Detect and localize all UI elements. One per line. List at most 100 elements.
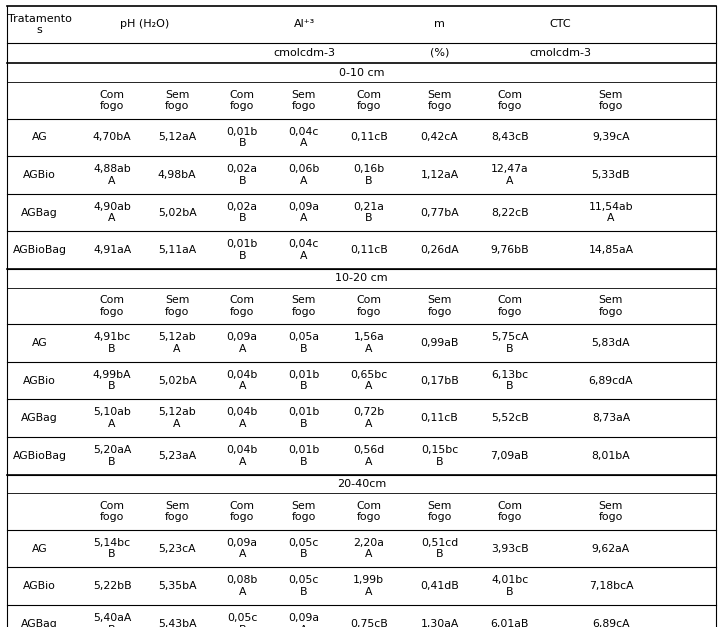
- Text: 5,12aA: 5,12aA: [158, 132, 196, 142]
- Text: 0,04b
A: 0,04b A: [226, 445, 258, 466]
- Text: AGBag: AGBag: [22, 208, 58, 218]
- Text: 6,89cdA: 6,89cdA: [589, 376, 633, 386]
- Text: 0,01b
B: 0,01b B: [226, 127, 258, 148]
- Text: Com
fogo: Com fogo: [356, 295, 381, 317]
- Text: 5,22bB: 5,22bB: [93, 581, 132, 591]
- Text: 4,70bA: 4,70bA: [93, 132, 132, 142]
- Text: Com
fogo: Com fogo: [230, 501, 254, 522]
- Text: cmolᴄdm-3: cmolᴄdm-3: [274, 48, 336, 58]
- Text: 0,01b
B: 0,01b B: [288, 408, 320, 429]
- Text: 5,75cA
B: 5,75cA B: [491, 332, 529, 354]
- Text: Sem
fogo: Sem fogo: [165, 90, 189, 111]
- Text: 5,20aA
B: 5,20aA B: [93, 445, 132, 466]
- Text: 0,04c
A: 0,04c A: [288, 240, 319, 261]
- Text: AGBioBag: AGBioBag: [13, 451, 67, 461]
- Text: 5,83dA: 5,83dA: [591, 338, 630, 348]
- Text: AG: AG: [32, 338, 48, 348]
- Text: Sem
fogo: Sem fogo: [427, 90, 452, 111]
- Text: 5,02bA: 5,02bA: [158, 376, 197, 386]
- Text: 2,20a
A: 2,20a A: [354, 538, 384, 559]
- Text: 0,51cd
B: 0,51cd B: [421, 538, 458, 559]
- Text: 0,16b
B: 0,16b B: [353, 164, 385, 186]
- Text: CTC: CTC: [549, 19, 571, 29]
- Text: 5,43bA: 5,43bA: [158, 619, 197, 627]
- Text: 8,01bA: 8,01bA: [591, 451, 630, 461]
- Text: AGBag: AGBag: [22, 619, 58, 627]
- Text: Sem
fogo: Sem fogo: [165, 295, 189, 317]
- Text: 9,39cA: 9,39cA: [592, 132, 630, 142]
- Text: Al⁺³: Al⁺³: [294, 19, 315, 29]
- Text: 0,99aB: 0,99aB: [420, 338, 459, 348]
- Text: 0,04c
A: 0,04c A: [288, 127, 319, 148]
- Text: 8,43cB: 8,43cB: [491, 132, 529, 142]
- Text: m: m: [434, 19, 445, 29]
- Text: 5,14bc
B: 5,14bc B: [93, 538, 131, 559]
- Text: 0,65bc
A: 0,65bc A: [350, 370, 388, 391]
- Text: (%): (%): [430, 48, 449, 58]
- Text: Com
fogo: Com fogo: [356, 501, 381, 522]
- Text: 0,77bA: 0,77bA: [420, 208, 459, 218]
- Text: Sem
fogo: Sem fogo: [291, 295, 316, 317]
- Text: 5,52cB: 5,52cB: [491, 413, 529, 423]
- Text: AGBioBag: AGBioBag: [13, 245, 67, 255]
- Text: Sem
fogo: Sem fogo: [599, 295, 623, 317]
- Text: Sem
fogo: Sem fogo: [427, 501, 452, 522]
- Text: 0,42cA: 0,42cA: [421, 132, 458, 142]
- Text: Com
fogo: Com fogo: [100, 90, 124, 111]
- Text: Com
fogo: Com fogo: [356, 90, 381, 111]
- Text: 5,23cA: 5,23cA: [158, 544, 196, 554]
- Text: 20-40cm: 20-40cm: [337, 479, 386, 489]
- Text: 0,01b
B: 0,01b B: [288, 370, 320, 391]
- Text: 8,22cB: 8,22cB: [491, 208, 529, 218]
- Text: 0,75cB: 0,75cB: [350, 619, 388, 627]
- Text: 0,02a
B: 0,02a B: [227, 164, 257, 186]
- Text: 9,62aA: 9,62aA: [592, 544, 630, 554]
- Text: 1,99b
A: 1,99b A: [353, 576, 385, 597]
- Text: AGBio: AGBio: [23, 376, 56, 386]
- Text: AG: AG: [32, 544, 48, 554]
- Text: 4,98bA: 4,98bA: [158, 170, 197, 180]
- Text: cmolᴄdm-3: cmolᴄdm-3: [529, 48, 591, 58]
- Text: Sem
fogo: Sem fogo: [291, 90, 316, 111]
- Text: Com
fogo: Com fogo: [230, 90, 254, 111]
- Text: Com
fogo: Com fogo: [497, 501, 522, 522]
- Text: 0,04b
A: 0,04b A: [226, 408, 258, 429]
- Text: 0,21a
B: 0,21a B: [354, 202, 384, 223]
- Text: 0,26dA: 0,26dA: [420, 245, 459, 255]
- Text: 4,01bc
B: 4,01bc B: [491, 576, 529, 597]
- Text: 1,30aA: 1,30aA: [420, 619, 459, 627]
- Text: 3,93cB: 3,93cB: [491, 544, 529, 554]
- Text: 0,05a
B: 0,05a B: [288, 332, 319, 354]
- Text: 0,02a
B: 0,02a B: [227, 202, 257, 223]
- Text: 5,23aA: 5,23aA: [158, 451, 196, 461]
- Text: 0,05c
B: 0,05c B: [227, 613, 257, 627]
- Text: 5,40aA
B: 5,40aA B: [93, 613, 132, 627]
- Text: 1,12aA: 1,12aA: [421, 170, 458, 180]
- Text: 0,17bB: 0,17bB: [420, 376, 459, 386]
- Text: 8,73aA: 8,73aA: [592, 413, 630, 423]
- Text: 6,89cA: 6,89cA: [592, 619, 630, 627]
- Text: 0-10 cm: 0-10 cm: [339, 68, 384, 78]
- Text: 0,06b
A: 0,06b A: [288, 164, 320, 186]
- Text: 0,09a
A: 0,09a A: [288, 613, 319, 627]
- Text: 1,56a
A: 1,56a A: [354, 332, 384, 354]
- Text: 0,72b
A: 0,72b A: [353, 408, 385, 429]
- Text: 0,05c
B: 0,05c B: [288, 576, 319, 597]
- Text: 6,01aB: 6,01aB: [490, 619, 529, 627]
- Text: Com
fogo: Com fogo: [497, 90, 522, 111]
- Text: 0,56d
A: 0,56d A: [353, 445, 385, 466]
- Text: Com
fogo: Com fogo: [497, 295, 522, 317]
- Text: Tratamento
s: Tratamento s: [8, 14, 72, 35]
- Text: Com
fogo: Com fogo: [230, 295, 254, 317]
- Text: AG: AG: [32, 132, 48, 142]
- Text: Com
fogo: Com fogo: [100, 295, 124, 317]
- Text: 5,12ab
A: 5,12ab A: [158, 408, 196, 429]
- Text: 5,33dB: 5,33dB: [591, 170, 630, 180]
- Text: 10-20 cm: 10-20 cm: [335, 273, 388, 283]
- Text: 12,47a
A: 12,47a A: [491, 164, 529, 186]
- Text: 5,11aA: 5,11aA: [158, 245, 196, 255]
- Text: 9,76bB: 9,76bB: [490, 245, 529, 255]
- Text: 7,18bcA: 7,18bcA: [589, 581, 633, 591]
- Text: Sem
fogo: Sem fogo: [599, 90, 623, 111]
- Text: 0,41dB: 0,41dB: [420, 581, 459, 591]
